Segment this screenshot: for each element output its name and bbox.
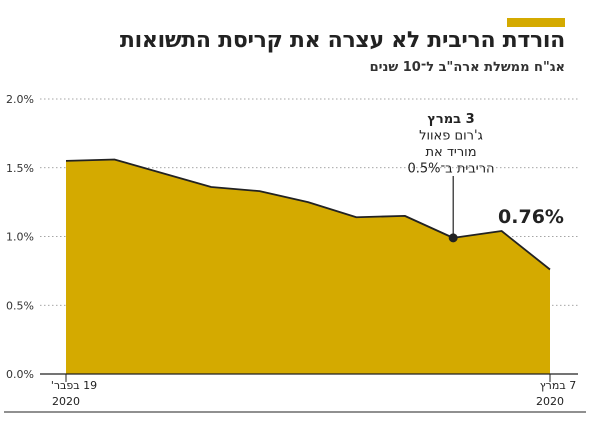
y-tick-label: 0.5% [6, 299, 34, 312]
series-line [65, 158, 551, 271]
x-tick-label: 19 בפבר' [51, 379, 97, 392]
annotation-marker [448, 233, 458, 243]
y-tick-label: 0.0% [6, 368, 34, 381]
annotation-text: הריבית ב־0.5% [407, 162, 494, 177]
y-tick-label: 1.5% [6, 162, 34, 175]
annotation-text: ג'רום פאוול [419, 129, 483, 144]
chart-title: הורדת הריבית לא עצרה את קריסת התשואות [119, 28, 565, 53]
x-tick-year: 2020 [536, 395, 564, 408]
annotation-text: 3 במרץ [427, 112, 474, 127]
y-tick-label: 2.0% [6, 93, 34, 106]
end-value-label: 0.76% [498, 206, 564, 228]
area-fill [66, 159, 550, 374]
x-tick-year: 2020 [52, 395, 80, 408]
chart-subtitle: אג"ח ממשלת ארה"ב ל־10 שנים [369, 60, 565, 75]
y-tick-label: 1.0% [6, 231, 34, 244]
annotation-text: מוריד את [425, 145, 476, 160]
x-tick-label: 7 במרץ [540, 379, 576, 392]
accent-bar [507, 18, 565, 27]
